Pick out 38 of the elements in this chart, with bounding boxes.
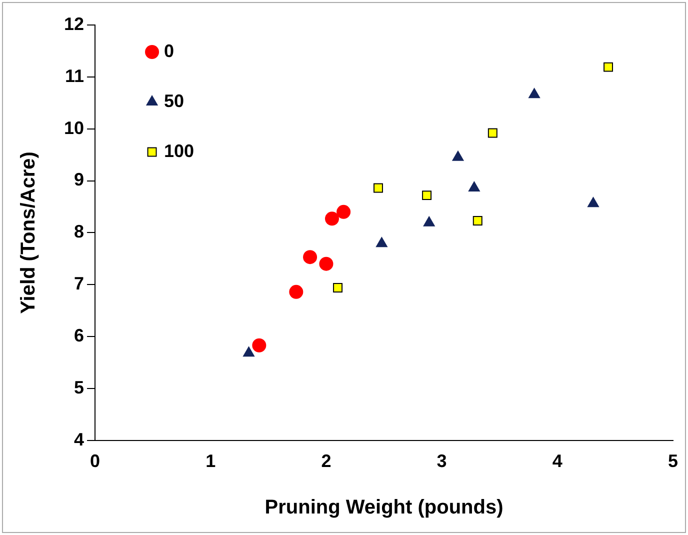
point xyxy=(472,216,482,226)
y-tick-label: 11 xyxy=(64,66,84,86)
legend-label: 50 xyxy=(164,90,184,111)
point xyxy=(252,338,266,352)
point xyxy=(289,284,304,299)
y-axis-title: Yield (Tons/Acre) xyxy=(18,152,40,314)
x-tick-label: 2 xyxy=(321,451,332,472)
point xyxy=(373,183,383,193)
point xyxy=(452,150,464,161)
y-tick-label: 9 xyxy=(74,170,84,190)
point xyxy=(324,212,339,226)
point xyxy=(319,256,334,271)
y-tick-label: 8 xyxy=(74,222,84,242)
y-tick-label: 5 xyxy=(74,377,84,398)
x-tick-label: 1 xyxy=(206,451,216,472)
point xyxy=(468,181,480,192)
point xyxy=(488,128,498,138)
point xyxy=(528,88,540,98)
point xyxy=(423,216,436,226)
y-tick-label: 10 xyxy=(64,118,84,138)
point xyxy=(376,236,388,248)
y-tick-label: 6 xyxy=(74,326,84,346)
y-tick-label: 4 xyxy=(74,429,84,450)
y-tick-label: 7 xyxy=(74,274,84,294)
point xyxy=(336,204,351,219)
point xyxy=(303,250,318,264)
x-tick-label: 5 xyxy=(668,451,678,472)
x-tick-label: 3 xyxy=(436,451,447,472)
legend-label: 0 xyxy=(164,40,174,61)
x-tick-label: 0 xyxy=(90,451,100,472)
y-tick-label: 12 xyxy=(64,14,84,34)
point xyxy=(604,62,614,72)
point xyxy=(422,190,432,200)
point xyxy=(333,283,343,292)
x-axis-title: Pruning Weight (pounds) xyxy=(264,496,504,519)
x-tick-label: 4 xyxy=(552,451,562,472)
point xyxy=(587,196,600,208)
legend-label: 100 xyxy=(164,140,194,161)
